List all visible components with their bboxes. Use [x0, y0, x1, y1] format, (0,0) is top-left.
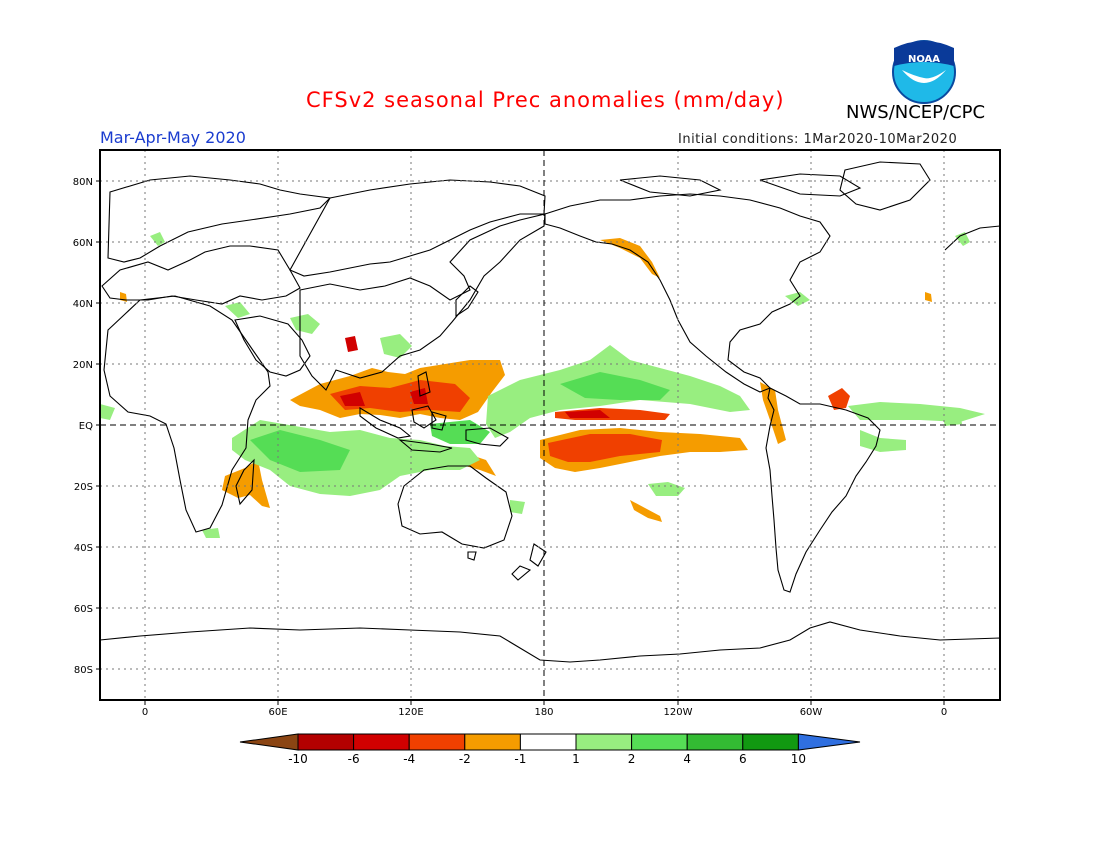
colorbar-label: 4: [683, 752, 691, 766]
lat-label: 20S: [74, 482, 93, 493]
colorbar-swatch: [686, 733, 744, 751]
colorbar-swatch: [464, 733, 521, 751]
agency-label: NWS/NCEP/CPC: [846, 102, 986, 123]
coastlines: [100, 161, 1000, 700]
lat-label: 80S: [74, 665, 93, 676]
lon-label: 120E: [398, 707, 423, 718]
initial-conditions-label: Initial conditions: 1Mar2020-10Mar2020: [678, 132, 958, 147]
colorbar-swatch: [742, 733, 799, 751]
longitude-labels: 0 60E 120E 180 120W 60W 0: [142, 707, 947, 718]
lat-label: 60N: [73, 238, 93, 249]
lon-label: 0: [941, 707, 947, 718]
map-title: CFSv2 seasonal Prec anomalies (mm/day): [306, 88, 785, 112]
lon-label: 120W: [664, 707, 693, 718]
colorbar-label: 2: [628, 752, 636, 766]
lat-label: 80N: [73, 177, 93, 188]
colorbar-label: -6: [348, 752, 360, 766]
colorbar-cap-low: [239, 733, 299, 751]
graticule: [100, 150, 1000, 700]
colorbar-label: -4: [403, 752, 415, 766]
colorbar-label: 1: [572, 752, 580, 766]
color-scale-legend: -10 -6 -4 -2 -1 1 2 4 6 10: [239, 733, 861, 766]
colorbar-swatch: [575, 733, 633, 751]
colorbar-label: -10: [288, 752, 308, 766]
lon-label: 60E: [268, 707, 287, 718]
season-label: Mar-Apr-May 2020: [100, 128, 246, 147]
lon-label: 0: [142, 707, 148, 718]
wet-anomaly-areas: [100, 232, 985, 538]
colorbar-swatch: [519, 733, 577, 751]
colorbar-label: -2: [459, 752, 471, 766]
colorbar-label: 6: [739, 752, 747, 766]
lat-label: 20N: [73, 360, 93, 371]
svg-text:NOAA: NOAA: [908, 54, 940, 65]
lat-label: 40S: [74, 543, 93, 554]
latitude-labels: 80N 60N 40N 20N EQ 20S 40S 60S 80S: [73, 177, 93, 676]
colorbar-swatch: [353, 733, 410, 751]
lat-label: EQ: [79, 421, 93, 432]
colorbar-swatch: [297, 733, 355, 751]
colorbar-swatch: [408, 733, 466, 751]
colorbar-cap-high: [797, 733, 861, 751]
colorbar-swatch: [631, 733, 688, 751]
lon-label: 60W: [800, 707, 823, 718]
noaa-logo: NOAA: [892, 40, 956, 104]
lon-label: 180: [534, 707, 553, 718]
lat-label: 60S: [74, 604, 93, 615]
colorbar-label: -1: [514, 752, 526, 766]
colorbar-label: 10: [791, 752, 806, 766]
lat-label: 40N: [73, 299, 93, 310]
equator-dateline: [100, 150, 1000, 700]
